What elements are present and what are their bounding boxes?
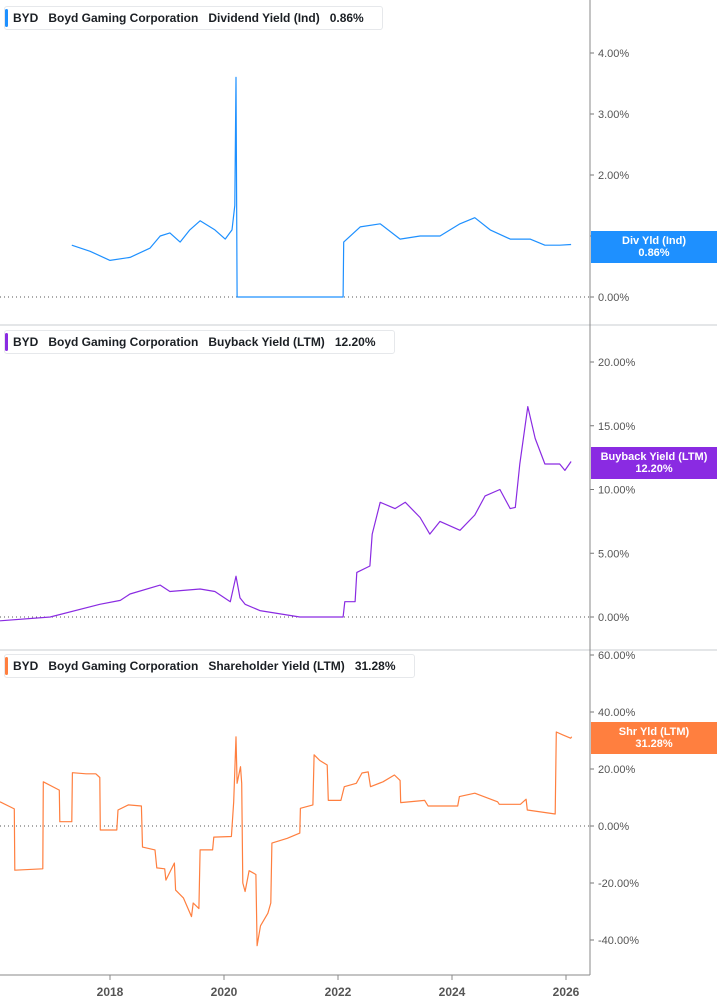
y-tick-label: -20.00% [598,878,639,890]
series-line [0,406,572,622]
y-tick-label: 4.00% [598,48,629,60]
legend-color-bar [5,9,8,27]
legend-company: Boyd Gaming Corporation [48,335,199,349]
panel-3: -40.00% -20.00% 0.00% 20.00% 40.00% 60.00% [0,649,717,947]
y-tick-label: 20.00% [598,357,636,369]
y-tick-label: 40.00% [598,707,636,719]
tag-label: Div Yld (Ind) [622,235,686,247]
tag-label: Buyback Yield (LTM) [600,451,708,463]
y-tick-label: 0.00% [598,612,629,624]
legend-value: 0.86% [329,11,364,25]
legend-value: 31.28% [354,659,396,673]
legend-color-bar [5,657,8,675]
current-value-tag-buyback: Buyback Yield (LTM) 12.20% [591,447,717,479]
legend-metric: Buyback Yield (LTM) [208,335,325,349]
current-value-tag-dividend: Div Yld (Ind) 0.86% [591,231,717,263]
tag-value: 12.20% [635,463,673,475]
y-tick-label: 60.00% [598,650,636,662]
legend-metric: Shareholder Yield (LTM) [208,659,345,673]
legend-dividend-yield[interactable]: BYD Boyd Gaming Corporation Dividend Yie… [4,6,383,30]
legend-color-bar [5,333,8,351]
y-tick-label: 3.00% [598,109,629,121]
y-tick-label: 0.00% [598,821,629,833]
y-tick-label: 5.00% [598,548,629,560]
x-tick-label: 2022 [325,985,352,999]
legend-ticker: BYD [13,659,39,673]
legend-company: Boyd Gaming Corporation [48,11,199,25]
y-tick-label: 10.00% [598,485,636,497]
series-line [71,76,572,298]
legend-buyback-yield[interactable]: BYD Boyd Gaming Corporation Buyback Yiel… [4,330,395,354]
legend-metric: Dividend Yield (Ind) [208,11,320,25]
x-tick-label: 2026 [553,985,580,999]
tag-value: 0.86% [638,247,670,259]
series-line [0,731,573,947]
legend-ticker: BYD [13,335,39,349]
y-tick-label: 15.00% [598,421,636,433]
x-tick-label: 2024 [439,985,466,999]
tag-value: 31.28% [635,738,673,750]
legend-value: 12.20% [334,335,376,349]
current-value-tag-shareholder: Shr Yld (LTM) 31.28% [591,722,717,754]
legend-shareholder-yield[interactable]: BYD Boyd Gaming Corporation Shareholder … [4,654,415,678]
panel-2: 0.00% 5.00% 10.00% 15.00% 20.00% [0,324,717,624]
y-tick-label: 20.00% [598,764,636,776]
panel-1: 0.00%1.00%2.00%3.00%4.00% [0,48,629,304]
y-tick-label: 0.00% [598,292,629,304]
y-tick-label: -40.00% [598,935,639,947]
x-tick-label: 2020 [211,985,238,999]
legend-ticker: BYD [13,11,39,25]
legend-company: Boyd Gaming Corporation [48,659,199,673]
y-tick-label: 2.00% [598,170,629,182]
x-tick-label: 2018 [97,985,124,999]
tag-label: Shr Yld (LTM) [618,726,690,738]
